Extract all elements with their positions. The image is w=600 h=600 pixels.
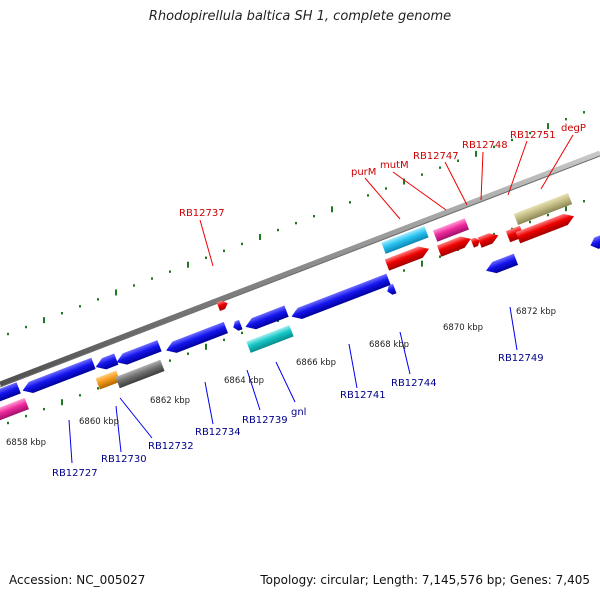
leader-line-top [540, 134, 574, 190]
gene-label-RB12737: RB12737 [179, 208, 225, 219]
gene-mutM [436, 236, 471, 257]
leader-line-bottom [115, 405, 122, 453]
scale-label: 6870 kbp [443, 323, 483, 333]
gene-RB12732a [95, 353, 119, 370]
scale-label: 6866 kbp [296, 358, 336, 368]
leader-line-bottom [204, 381, 214, 425]
scale-label: 6860 kbp [79, 417, 119, 427]
gene-RB12747 [470, 237, 480, 248]
gene-RB12749 [486, 253, 519, 274]
gene-pink [432, 218, 470, 242]
leader-line-bottom [246, 369, 261, 411]
gene-label-RB12732: RB12732 [148, 441, 194, 452]
backbone-strand-outer [0, 150, 600, 387]
gene-gnl [245, 305, 289, 330]
gene-teal [246, 325, 294, 353]
gene-RB12744 [387, 283, 397, 295]
leader-line-bottom [275, 361, 296, 403]
gene-grey [115, 359, 165, 389]
gene-label-purM: purM [351, 167, 376, 178]
leader-line-bottom [399, 331, 411, 375]
gene-RB12737 [216, 300, 228, 311]
gene-RB12748 [477, 233, 499, 248]
gene-label-RB12741: RB12741 [340, 390, 386, 401]
gene-orange [95, 370, 121, 390]
gene-label-RB12734: RB12734 [195, 427, 241, 438]
gene-RB12734 [166, 321, 229, 353]
gene-RB12732 [116, 340, 162, 365]
leader-line-bottom [119, 397, 153, 439]
gene-label-RB12727: RB12727 [52, 468, 98, 479]
gene-edge-right [590, 234, 600, 249]
gene-label-RB12749: RB12749 [498, 353, 544, 364]
label-leader-lines [68, 134, 574, 464]
gene-khaki [513, 192, 573, 226]
leader-line-top [444, 161, 468, 206]
map-title: Rhodopirellula baltica SH 1, complete ge… [148, 9, 452, 24]
leader-line-top [392, 171, 447, 211]
scale-labels-layer: 6858 kbp 6860 kbp 6862 kbp 6864 kbp 6866 kbp… [6, 307, 556, 448]
gene-pink-left [0, 397, 29, 423]
scale-label: 6872 kbp [516, 307, 556, 317]
leader-line-top [480, 151, 484, 201]
leader-line-bottom [348, 343, 358, 389]
leader-line-top [507, 140, 528, 196]
leader-line-bottom [68, 419, 73, 464]
genome-backbone [0, 150, 600, 388]
gene-RB12730 [22, 357, 96, 394]
accession-text: Accession: NC_005027 [9, 573, 146, 587]
gene-label-RB12751: RB12751 [510, 130, 556, 141]
gene-degP [515, 213, 574, 244]
gene-label-gnl: gnl [291, 407, 306, 418]
gene-label-RB12730: RB12730 [101, 454, 147, 465]
scale-label: 6862 kbp [150, 396, 190, 406]
gene-RB12739 [233, 319, 243, 331]
scale-label: 6868 kbp [369, 340, 409, 350]
leader-line-top [199, 219, 214, 267]
genome-summary-text: Topology: circular; Length: 7,145,576 bp… [260, 573, 590, 587]
gene-label-RB12739: RB12739 [242, 415, 288, 426]
backbone-strand-edge [0, 155, 600, 388]
gene-sky-blue [381, 226, 429, 254]
scale-label: 6864 kbp [224, 376, 264, 386]
leader-line-top [364, 177, 401, 220]
gene-label-RB12747: RB12747 [413, 151, 459, 162]
gene-label-RB12748: RB12748 [462, 140, 508, 151]
gene-label-RB12744: RB12744 [391, 378, 437, 389]
scale-label: 6858 kbp [6, 438, 46, 448]
gene-RB12727 [0, 382, 21, 405]
gene-features-layer [0, 192, 600, 423]
gene-label-mutM: mutM [380, 160, 409, 171]
leader-line-bottom [509, 306, 518, 351]
gene-RB12741 [291, 273, 391, 320]
gene-label-degP: degP [561, 123, 586, 134]
gene-purM [384, 246, 429, 271]
